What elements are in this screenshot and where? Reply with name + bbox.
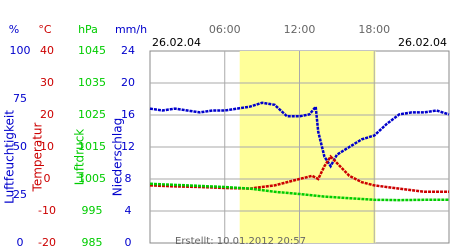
y-tick-label: -20 bbox=[38, 236, 56, 249]
y-tick-label: 40 bbox=[40, 44, 54, 57]
x-tick-label: 06:00 bbox=[209, 23, 241, 36]
y-tick-label: 25 bbox=[13, 188, 27, 201]
axis-unit: mm/h bbox=[115, 23, 147, 36]
y-tick-label: 10 bbox=[40, 140, 54, 153]
y-tick-label: 4 bbox=[125, 204, 132, 217]
y-tick-label: 20 bbox=[121, 76, 135, 89]
date-left: 26.02.04 bbox=[152, 36, 201, 49]
y-tick-label: 1015 bbox=[78, 140, 106, 153]
y-tick-label: 20 bbox=[40, 108, 54, 121]
y-tick-label: 1025 bbox=[78, 108, 106, 121]
y-tick-label: 1045 bbox=[78, 44, 106, 57]
y-tick-label: 1035 bbox=[78, 76, 106, 89]
y-tick-label: 1005 bbox=[78, 172, 106, 185]
y-tick-label: 985 bbox=[82, 236, 103, 249]
y-tick-label: -10 bbox=[38, 204, 56, 217]
axis-label: Luftfeuchtigkeit bbox=[3, 110, 17, 204]
series-line bbox=[149, 101, 450, 169]
axis-label: Niederschlag bbox=[111, 118, 125, 196]
y-tick-label: 75 bbox=[13, 92, 27, 105]
axis-unit: % bbox=[9, 23, 19, 36]
y-tick-label: 50 bbox=[13, 140, 27, 153]
x-tick-label: 12:00 bbox=[284, 23, 316, 36]
y-tick-label: 0 bbox=[125, 236, 132, 249]
y-tick-label: 16 bbox=[121, 108, 135, 121]
y-tick-label: 8 bbox=[125, 172, 132, 185]
y-tick-label: 0 bbox=[17, 236, 24, 249]
axis-unit: hPa bbox=[78, 23, 98, 36]
y-tick-label: 12 bbox=[121, 140, 135, 153]
axis-label: Luftdruck bbox=[73, 129, 87, 186]
axis-unit: °C bbox=[38, 23, 52, 36]
series-line bbox=[149, 182, 449, 202]
y-tick-label: 24 bbox=[121, 44, 135, 57]
y-tick-label: 0 bbox=[44, 172, 51, 185]
y-tick-label: 100 bbox=[10, 44, 31, 57]
footer: Erstellt: 10.01.2012 20:57 bbox=[175, 236, 306, 247]
axis-label: Temperatur bbox=[31, 122, 45, 192]
y-tick-label: 995 bbox=[82, 204, 103, 217]
x-tick-label: 18:00 bbox=[358, 23, 390, 36]
date-right: 26.02.04 bbox=[398, 36, 447, 49]
y-tick-label: 30 bbox=[40, 76, 54, 89]
